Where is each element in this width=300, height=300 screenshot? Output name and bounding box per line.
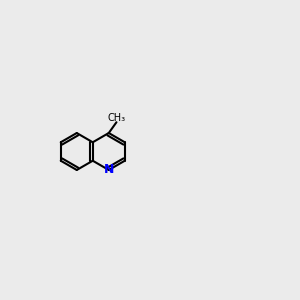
Text: N: N: [103, 164, 114, 176]
Text: CH₃: CH₃: [107, 112, 125, 123]
